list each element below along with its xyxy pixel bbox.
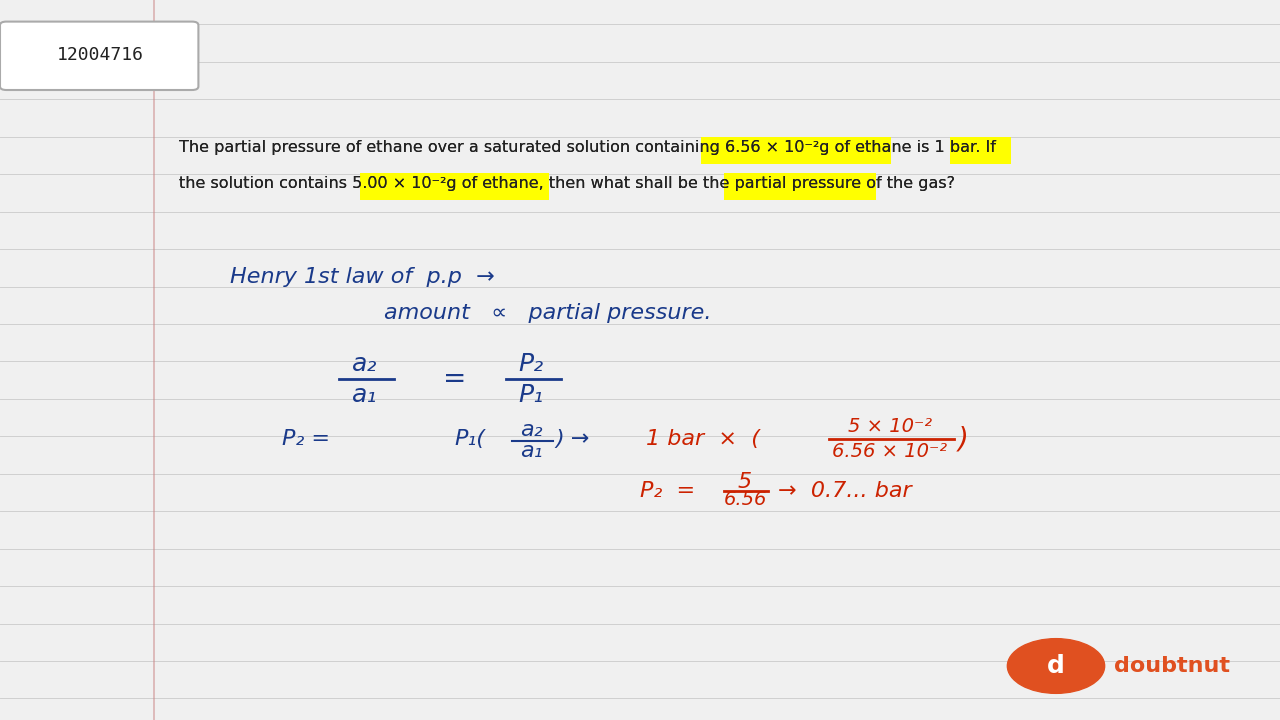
FancyBboxPatch shape [950, 137, 1011, 164]
FancyBboxPatch shape [360, 173, 549, 200]
Text: ) →: ) → [556, 429, 590, 449]
Text: a₁: a₁ [352, 382, 378, 407]
Text: P₂: P₂ [518, 351, 544, 376]
Text: P₂  =: P₂ = [640, 481, 695, 501]
Circle shape [1007, 639, 1105, 693]
Text: P₁: P₁ [518, 382, 544, 407]
Text: a₂: a₂ [520, 420, 543, 440]
Text: P₂ =: P₂ = [282, 429, 330, 449]
Text: The partial pressure of ethane over a saturated solution containing 6.56 × 10⁻²g: The partial pressure of ethane over a sa… [179, 140, 996, 155]
Text: the solution contains 5.00 × 10⁻²g of ethane, then what shall be the partial pre: the solution contains 5.00 × 10⁻²g of et… [179, 176, 955, 191]
Text: 6.56 × 10⁻²: 6.56 × 10⁻² [832, 442, 947, 461]
Text: →  0.7... bar: → 0.7... bar [778, 481, 911, 501]
Text: d: d [1047, 654, 1065, 678]
Text: a₂: a₂ [352, 351, 378, 376]
Text: a₁: a₁ [520, 441, 543, 462]
Text: the solution contains 5.00 × 10⁻²g of ethane, then what shall be the partial pre: the solution contains 5.00 × 10⁻²g of et… [179, 176, 955, 191]
Text: The partial pressure of ethane over a saturated solution containing 6.56 × 10⁻²g: The partial pressure of ethane over a sa… [179, 140, 996, 155]
Text: amount   ∝   partial pressure.: amount ∝ partial pressure. [384, 303, 712, 323]
Text: =: = [443, 366, 466, 393]
Text: 6.56: 6.56 [723, 490, 767, 509]
FancyBboxPatch shape [701, 137, 891, 164]
FancyBboxPatch shape [724, 173, 876, 200]
Text: ): ) [957, 426, 968, 453]
Text: doubtnut: doubtnut [1114, 656, 1230, 676]
Text: 1 bar  ×  (: 1 bar × ( [646, 429, 760, 449]
Text: 5 × 10⁻²: 5 × 10⁻² [847, 417, 932, 436]
FancyBboxPatch shape [0, 22, 198, 90]
Text: 5: 5 [737, 472, 753, 492]
Text: 12004716: 12004716 [56, 46, 143, 65]
Text: P₁(: P₁( [454, 429, 485, 449]
Text: Henry 1st law of  p.p  →: Henry 1st law of p.p → [230, 267, 495, 287]
